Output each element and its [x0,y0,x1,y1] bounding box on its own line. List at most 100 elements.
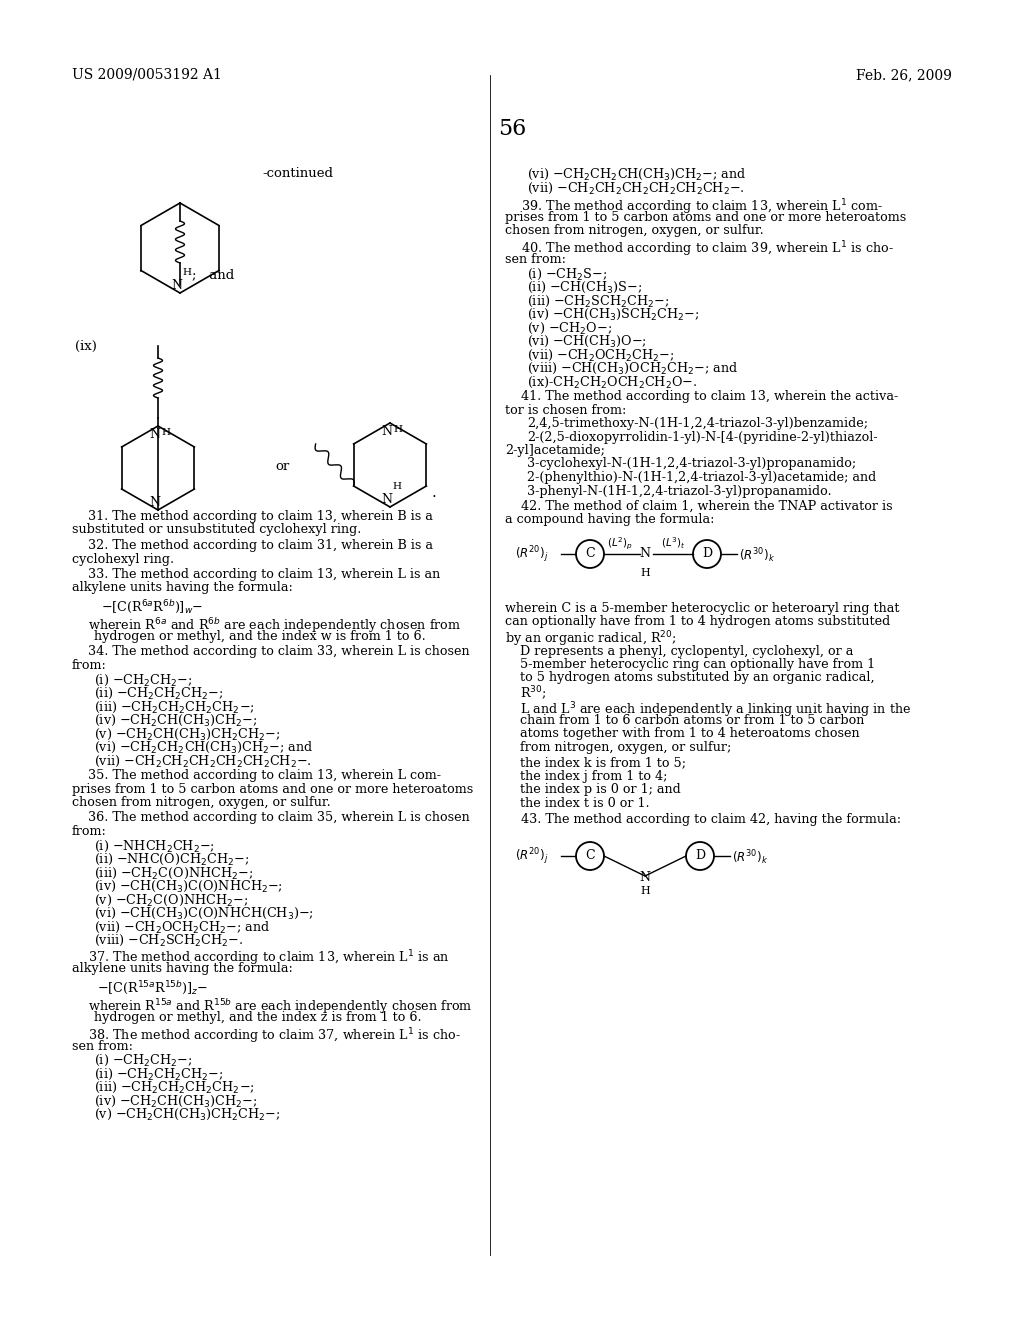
Text: (iv) $-$CH$_2$CH(CH$_3$)CH$_2$$-$;: (iv) $-$CH$_2$CH(CH$_3$)CH$_2$$-$; [94,1093,258,1109]
Text: ;   and: ; and [193,268,234,281]
Text: 37. The method according to claim 13, wherein L$^1$ is an: 37. The method according to claim 13, wh… [72,949,450,968]
Text: from:: from: [72,659,106,672]
Text: 2-yl]acetamide;: 2-yl]acetamide; [505,444,605,457]
Text: $(R^{30})_k$: $(R^{30})_k$ [732,847,768,867]
Text: from nitrogen, oxygen, or sulfur;: from nitrogen, oxygen, or sulfur; [520,741,731,754]
Text: (vi) $-$CH$_2$CH$_2$CH(CH$_3$)CH$_2$$-$; and: (vi) $-$CH$_2$CH$_2$CH(CH$_3$)CH$_2$$-$;… [527,168,746,182]
Text: $(L^3)_t$: $(L^3)_t$ [660,536,685,552]
Text: prises from 1 to 5 carbon atoms and one or more heteroatoms: prises from 1 to 5 carbon atoms and one … [505,210,906,223]
Text: (v) $-$CH$_2$CH(CH$_3$)CH$_2$CH$_2$$-$;: (v) $-$CH$_2$CH(CH$_3$)CH$_2$CH$_2$$-$; [94,726,281,742]
Text: (vii) $-$CH$_2$OCH$_2$CH$_2$$-$;: (vii) $-$CH$_2$OCH$_2$CH$_2$$-$; [527,347,674,363]
Text: (iii) $-$CH$_2$SCH$_2$CH$_2$$-$;: (iii) $-$CH$_2$SCH$_2$CH$_2$$-$; [527,293,670,309]
Text: a compound having the formula:: a compound having the formula: [505,513,715,527]
Text: (i) $-$CH$_2$S$-$;: (i) $-$CH$_2$S$-$; [527,267,607,281]
Text: (iii) $-$CH$_2$C(O)NHCH$_2$$-$;: (iii) $-$CH$_2$C(O)NHCH$_2$$-$; [94,866,253,880]
Text: (iv) $-$CH(CH$_3$)SCH$_2$CH$_2$$-$;: (iv) $-$CH(CH$_3$)SCH$_2$CH$_2$$-$; [527,308,699,322]
Text: 2-(2,5-dioxopyrrolidin-1-yl)-N-[4-(pyridine-2-yl)thiazol-: 2-(2,5-dioxopyrrolidin-1-yl)-N-[4-(pyrid… [527,430,878,444]
Text: (iii) $-$CH$_2$CH$_2$CH$_2$CH$_2$$-$;: (iii) $-$CH$_2$CH$_2$CH$_2$CH$_2$$-$; [94,700,255,714]
Text: wherein R$^{6a}$ and R$^{6b}$ are each independently chosen from: wherein R$^{6a}$ and R$^{6b}$ are each i… [72,616,461,635]
Text: D: D [701,546,712,560]
Text: substituted or unsubstituted cyclohexyl ring.: substituted or unsubstituted cyclohexyl … [72,524,361,536]
Text: (ix): (ix) [75,341,97,352]
Text: (viii) $-$CH$_2$SCH$_2$CH$_2$$-$.: (viii) $-$CH$_2$SCH$_2$CH$_2$$-$. [94,933,244,948]
Text: (ii) $-$CH$_2$CH$_2$CH$_2$$-$;: (ii) $-$CH$_2$CH$_2$CH$_2$$-$; [94,686,223,701]
Text: N: N [150,428,161,441]
Text: sen from:: sen from: [505,253,566,267]
Text: 34. The method according to claim 33, wherein L is chosen: 34. The method according to claim 33, wh… [72,645,470,659]
Text: N: N [382,492,392,506]
Text: D represents a phenyl, cyclopentyl, cyclohexyl, or a: D represents a phenyl, cyclopentyl, cycl… [520,644,853,657]
Text: C: C [585,546,595,560]
Text: cyclohexyl ring.: cyclohexyl ring. [72,553,174,565]
Text: H: H [392,482,401,491]
Text: H: H [162,428,171,437]
Text: the index k is from 1 to 5;: the index k is from 1 to 5; [520,756,686,770]
Text: wherein R$^{15a}$ and R$^{15b}$ are each independently chosen from: wherein R$^{15a}$ and R$^{15b}$ are each… [72,997,473,1016]
Text: (ii) $-$CH$_2$CH$_2$CH$_2$$-$;: (ii) $-$CH$_2$CH$_2$CH$_2$$-$; [94,1067,223,1081]
Text: 2-(phenylthio)-N-(1H-1,2,4-triazol-3-yl)acetamide; and: 2-(phenylthio)-N-(1H-1,2,4-triazol-3-yl)… [527,471,877,484]
Text: by an organic radical, R$^{20}$;: by an organic radical, R$^{20}$; [505,630,677,648]
Text: 40. The method according to claim 39, wherein L$^1$ is cho-: 40. The method according to claim 39, wh… [505,239,894,259]
Text: the index j from 1 to 4;: the index j from 1 to 4; [520,770,668,783]
Text: H: H [182,268,191,277]
Text: chosen from nitrogen, oxygen, or sulfur.: chosen from nitrogen, oxygen, or sulfur. [505,224,764,238]
Text: alkylene units having the formula:: alkylene units having the formula: [72,962,293,975]
Text: 36. The method according to claim 35, wherein L is chosen: 36. The method according to claim 35, wh… [72,812,470,825]
Text: 56: 56 [498,117,526,140]
Text: to 5 hydrogen atoms substituted by an organic radical,: to 5 hydrogen atoms substituted by an or… [520,672,874,685]
Text: (vii) $-$CH$_2$OCH$_2$CH$_2$$-$; and: (vii) $-$CH$_2$OCH$_2$CH$_2$$-$; and [94,920,270,935]
Text: (viii) $-$CH(CH$_3$)OCH$_2$CH$_2$$-$; and: (viii) $-$CH(CH$_3$)OCH$_2$CH$_2$$-$; an… [527,360,738,376]
Text: (i) $-$CH$_2$CH$_2$$-$;: (i) $-$CH$_2$CH$_2$$-$; [94,672,193,688]
Text: (iv) $-$CH(CH$_3$)C(O)NHCH$_2$$-$;: (iv) $-$CH(CH$_3$)C(O)NHCH$_2$$-$; [94,879,283,894]
Text: H: H [640,886,650,896]
Text: tor is chosen from:: tor is chosen from: [505,404,627,417]
Text: $-$[C(R$^{15a}$R$^{15b}$)]$_z$$-$: $-$[C(R$^{15a}$R$^{15b}$)]$_z$$-$ [96,979,208,997]
Text: $-$[C(R$^{6a}$R$^{6b}$)]$_w$$-$: $-$[C(R$^{6a}$R$^{6b}$)]$_w$$-$ [101,599,203,616]
Text: 41. The method according to claim 13, wherein the activa-: 41. The method according to claim 13, wh… [505,389,898,403]
Text: 43. The method according to claim 42, having the formula:: 43. The method according to claim 42, ha… [505,813,901,825]
Text: N: N [640,871,650,884]
Text: or: or [275,459,290,473]
Text: N: N [382,425,392,438]
Text: 32. The method according to claim 31, wherein B is a: 32. The method according to claim 31, wh… [72,539,433,552]
Text: atoms together with from 1 to 4 heteroatoms chosen: atoms together with from 1 to 4 heteroat… [520,727,859,741]
Text: (v) $-$CH$_2$CH(CH$_3$)CH$_2$CH$_2$$-$;: (v) $-$CH$_2$CH(CH$_3$)CH$_2$CH$_2$$-$; [94,1107,281,1122]
Text: (vii) $-$CH$_2$CH$_2$CH$_2$CH$_2$CH$_2$CH$_2$$-$.: (vii) $-$CH$_2$CH$_2$CH$_2$CH$_2$CH$_2$C… [527,181,744,195]
Text: alkylene units having the formula:: alkylene units having the formula: [72,582,293,594]
Text: (v) $-$CH$_2$O$-$;: (v) $-$CH$_2$O$-$; [527,321,612,335]
Text: -continued: -continued [262,168,333,180]
Text: $(L^2)_p$: $(L^2)_p$ [607,536,633,552]
Text: 38. The method according to claim 37, wherein L$^1$ is cho-: 38. The method according to claim 37, wh… [72,1026,461,1045]
Text: 5-member heterocyclic ring can optionally have from 1: 5-member heterocyclic ring can optionall… [520,657,876,671]
Text: Feb. 26, 2009: Feb. 26, 2009 [856,69,952,82]
Text: (ii) $-$NHC(O)CH$_2$CH$_2$$-$;: (ii) $-$NHC(O)CH$_2$CH$_2$$-$; [94,851,249,867]
Text: (iv) $-$CH$_2$CH(CH$_3$)CH$_2$$-$;: (iv) $-$CH$_2$CH(CH$_3$)CH$_2$$-$; [94,713,258,729]
Text: (v) $-$CH$_2$C(O)NHCH$_2$$-$;: (v) $-$CH$_2$C(O)NHCH$_2$$-$; [94,892,248,908]
Text: $(R^{20})_j$: $(R^{20})_j$ [515,544,549,565]
Text: L and L$^3$ are each independently a linking unit having in the: L and L$^3$ are each independently a lin… [520,701,911,721]
Text: hydrogen or methyl, and the index z is from 1 to 6.: hydrogen or methyl, and the index z is f… [94,1011,422,1023]
Text: (vii) $-$CH$_2$CH$_2$CH$_2$CH$_2$CH$_2$CH$_2$$-$.: (vii) $-$CH$_2$CH$_2$CH$_2$CH$_2$CH$_2$C… [94,754,311,768]
Text: D: D [695,849,706,862]
Text: N: N [171,279,182,292]
Text: (i) $-$NHCH$_2$CH$_2$$-$;: (i) $-$NHCH$_2$CH$_2$$-$; [94,838,215,854]
Text: 39. The method according to claim 13, wherein L$^1$ com-: 39. The method according to claim 13, wh… [505,197,884,216]
Text: $(R^{20})_j$: $(R^{20})_j$ [515,846,549,867]
Text: prises from 1 to 5 carbon atoms and one or more heteroatoms: prises from 1 to 5 carbon atoms and one … [72,783,473,796]
Text: 3-phenyl-N-(1H-1,2,4-triazol-3-yl)propanamido.: 3-phenyl-N-(1H-1,2,4-triazol-3-yl)propan… [527,484,831,498]
Text: chain from 1 to 6 carbon atoms or from 1 to 5 carbon: chain from 1 to 6 carbon atoms or from 1… [520,714,864,727]
Text: (iii) $-$CH$_2$CH$_2$CH$_2$CH$_2$$-$;: (iii) $-$CH$_2$CH$_2$CH$_2$CH$_2$$-$; [94,1080,255,1096]
Text: 42. The method of claim 1, wherein the TNAP activator is: 42. The method of claim 1, wherein the T… [505,500,893,513]
Text: R$^{30}$;: R$^{30}$; [520,685,547,704]
Text: H: H [640,568,650,578]
Text: (ii) $-$CH(CH$_3$)S$-$;: (ii) $-$CH(CH$_3$)S$-$; [527,280,642,296]
Text: hydrogen or methyl, and the index w is from 1 to 6.: hydrogen or methyl, and the index w is f… [94,630,426,643]
Text: wherein C is a 5-member heterocyclic or heteroaryl ring that: wherein C is a 5-member heterocyclic or … [505,602,899,615]
Text: (i) $-$CH$_2$CH$_2$$-$;: (i) $-$CH$_2$CH$_2$$-$; [94,1053,193,1068]
Text: 3-cyclohexyl-N-(1H-1,2,4-triazol-3-yl)propanamido;: 3-cyclohexyl-N-(1H-1,2,4-triazol-3-yl)pr… [527,458,856,470]
Text: from:: from: [72,825,106,838]
Text: N: N [150,496,161,510]
Text: sen from:: sen from: [72,1040,133,1052]
Text: .: . [431,486,436,500]
Text: (vi) $-$CH(CH$_3$)O$-$;: (vi) $-$CH(CH$_3$)O$-$; [527,334,647,350]
